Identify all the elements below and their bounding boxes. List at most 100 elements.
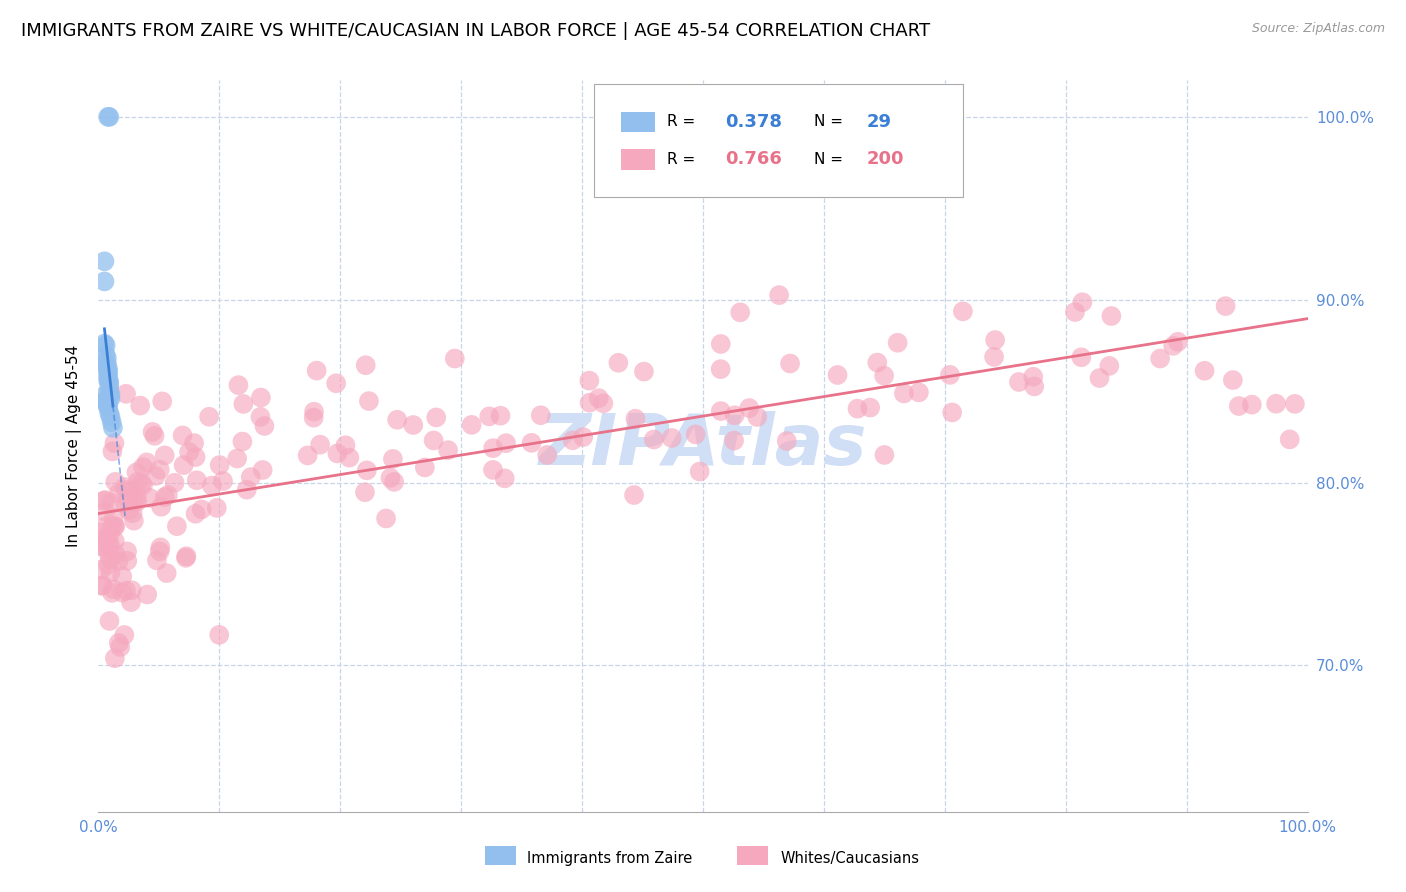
Point bbox=[149, 463, 172, 477]
Point bbox=[91, 579, 114, 593]
Point bbox=[94, 348, 117, 362]
Point bbox=[495, 436, 517, 450]
Point bbox=[354, 358, 377, 372]
Point bbox=[104, 534, 127, 549]
Point bbox=[184, 507, 207, 521]
Point bbox=[385, 413, 408, 427]
Point bbox=[1008, 375, 1031, 389]
Point bbox=[402, 417, 425, 432]
Point bbox=[96, 393, 118, 408]
Point bbox=[129, 399, 152, 413]
Point bbox=[375, 511, 398, 525]
Point bbox=[1222, 373, 1244, 387]
Point bbox=[103, 519, 125, 533]
Point bbox=[97, 397, 120, 411]
Point bbox=[252, 463, 274, 477]
Point bbox=[624, 411, 647, 425]
Point bbox=[98, 406, 121, 420]
Point bbox=[297, 449, 319, 463]
Point bbox=[100, 552, 122, 566]
Point bbox=[94, 505, 117, 519]
Point bbox=[357, 394, 380, 409]
Point bbox=[689, 465, 711, 479]
Point bbox=[873, 448, 896, 462]
Point bbox=[236, 483, 259, 497]
Point bbox=[97, 369, 120, 384]
Point bbox=[309, 437, 332, 451]
Point bbox=[827, 368, 849, 382]
Point bbox=[122, 514, 145, 528]
Text: 0.766: 0.766 bbox=[724, 150, 782, 169]
Point bbox=[96, 397, 118, 411]
Point bbox=[536, 448, 558, 462]
Point bbox=[104, 651, 127, 665]
Point bbox=[94, 338, 117, 352]
Point bbox=[592, 396, 614, 410]
FancyBboxPatch shape bbox=[621, 149, 655, 169]
Point bbox=[153, 490, 176, 504]
Point bbox=[94, 393, 117, 408]
Text: IMMIGRANTS FROM ZAIRE VS WHITE/CAUCASIAN IN LABOR FORCE | AGE 45-54 CORRELATION : IMMIGRANTS FROM ZAIRE VS WHITE/CAUCASIAN… bbox=[21, 22, 931, 40]
Point bbox=[138, 491, 160, 505]
Point bbox=[1064, 305, 1087, 319]
Point bbox=[111, 585, 134, 599]
Point bbox=[380, 471, 402, 485]
Point bbox=[114, 483, 136, 497]
Point bbox=[747, 409, 769, 424]
Point bbox=[98, 525, 121, 540]
Point bbox=[104, 519, 127, 533]
Point bbox=[190, 502, 212, 516]
Point bbox=[886, 335, 908, 350]
Point bbox=[93, 336, 115, 351]
Text: Immigrants from Zaire: Immigrants from Zaire bbox=[527, 851, 693, 865]
Point bbox=[205, 500, 228, 515]
Point bbox=[118, 503, 141, 517]
Point bbox=[172, 428, 194, 442]
Point bbox=[100, 496, 122, 510]
Point bbox=[381, 451, 404, 466]
Point bbox=[117, 554, 139, 568]
Point bbox=[107, 486, 129, 500]
Point bbox=[163, 475, 186, 490]
Point bbox=[685, 427, 707, 442]
Point bbox=[96, 357, 118, 371]
Point bbox=[201, 478, 224, 492]
Point bbox=[98, 378, 121, 392]
Point bbox=[156, 488, 179, 502]
Point bbox=[100, 415, 122, 429]
Point bbox=[183, 436, 205, 450]
Point bbox=[93, 540, 115, 554]
Point bbox=[776, 434, 799, 448]
Point bbox=[149, 541, 172, 555]
Point bbox=[97, 558, 120, 572]
Bar bbox=[737, 846, 768, 865]
Point bbox=[131, 476, 153, 491]
Point bbox=[984, 333, 1007, 347]
Text: 0.378: 0.378 bbox=[724, 113, 782, 131]
Point bbox=[873, 368, 896, 383]
Point bbox=[97, 362, 120, 376]
Y-axis label: In Labor Force | Age 45-54: In Labor Force | Age 45-54 bbox=[66, 345, 83, 547]
Point bbox=[1161, 339, 1184, 353]
FancyBboxPatch shape bbox=[595, 84, 963, 197]
Point bbox=[121, 494, 143, 508]
Point bbox=[710, 362, 733, 376]
Point bbox=[121, 483, 143, 498]
Point bbox=[98, 110, 121, 124]
Point bbox=[103, 436, 125, 450]
Point bbox=[305, 363, 328, 377]
Text: 29: 29 bbox=[866, 113, 891, 131]
Point bbox=[198, 409, 221, 424]
Text: Source: ZipAtlas.com: Source: ZipAtlas.com bbox=[1251, 22, 1385, 36]
Point bbox=[710, 404, 733, 418]
Text: R =: R = bbox=[666, 114, 700, 129]
Point bbox=[114, 480, 136, 494]
Point bbox=[250, 391, 273, 405]
Point bbox=[186, 473, 208, 487]
Point bbox=[149, 544, 172, 558]
FancyBboxPatch shape bbox=[621, 112, 655, 132]
Point bbox=[1024, 379, 1046, 393]
Bar bbox=[485, 846, 516, 865]
Point bbox=[174, 550, 197, 565]
Point bbox=[176, 549, 198, 564]
